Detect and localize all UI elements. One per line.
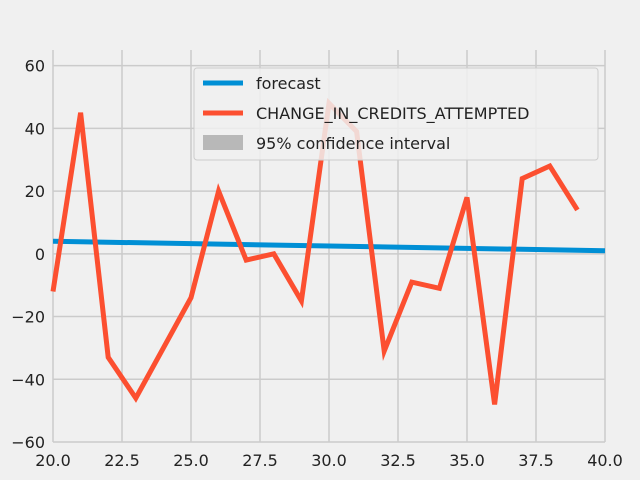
legend-swatch-confidence-interval [203,135,243,150]
y-tick-label: 20 [25,182,45,201]
legend-label-confidence-interval: 95% confidence interval [256,134,450,153]
x-tick-label: 35.0 [449,451,485,470]
y-tick-label: −40 [11,370,45,389]
y-tick-label: 60 [25,57,45,76]
x-tick-label: 20.0 [35,451,71,470]
x-tick-label: 27.5 [242,451,278,470]
legend-label-change-in-credits-attempted: CHANGE_IN_CREDITS_ATTEMPTED [256,104,529,124]
x-tick-label: 37.5 [518,451,554,470]
legend-label-forecast: forecast [256,74,321,93]
legend-box [193,67,599,161]
x-tick-label: 25.0 [173,451,209,470]
series-layer [50,97,606,405]
legend: forecast CHANGE_IN_CREDITS_ATTEMPTED 95%… [193,67,599,161]
y-tick-label: 40 [25,119,45,138]
change-in-credits-attempted-line [50,97,580,405]
y-tick-label: −20 [11,308,45,327]
tick-label-layer: 20.0 22.5 25.0 27.5 30.0 32.5 35.0 37.5 40.0 −60 −… [11,57,623,470]
y-tick-label: 0 [35,245,45,264]
x-tick-label: 40.0 [587,451,623,470]
x-tick-label: 32.5 [380,451,416,470]
y-tick-label: −60 [11,433,45,452]
x-tick-label: 30.0 [311,451,347,470]
x-tick-label: 22.5 [104,451,140,470]
